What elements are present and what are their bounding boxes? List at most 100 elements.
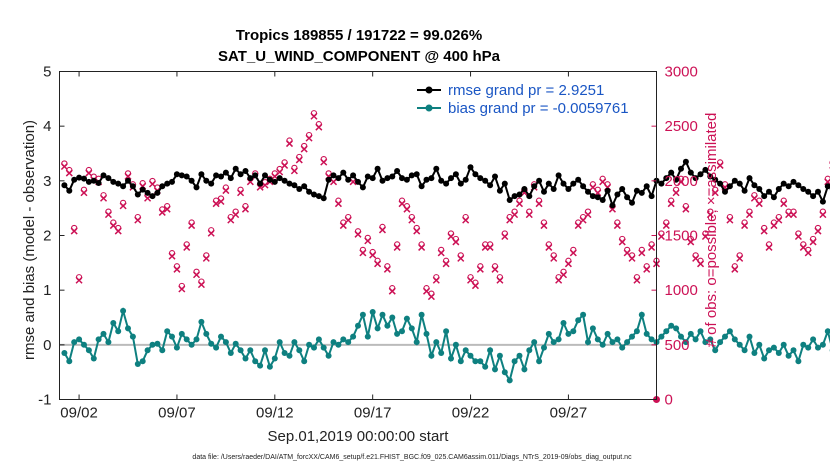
rmse-point	[516, 191, 523, 198]
rmse-point	[526, 193, 533, 200]
obs-count-point	[618, 235, 626, 246]
x-tick-label: 09/27	[550, 405, 588, 422]
bias-point	[134, 361, 141, 367]
y-tick-label: 5	[43, 64, 51, 81]
chart-subtitle: SAT_U_WIND_COMPONENT @ 400 hPa	[218, 48, 501, 65]
bias-point	[359, 311, 366, 318]
obs-count-point	[227, 213, 235, 224]
x-tick-label: 09/07	[158, 405, 196, 422]
bias-point	[95, 336, 102, 343]
bias-point	[790, 347, 797, 354]
rmse-point	[301, 183, 308, 190]
rmse-point	[115, 180, 122, 187]
bias-point	[418, 311, 425, 318]
obs-count-point	[369, 248, 377, 259]
obs-count-point	[188, 219, 196, 230]
obs-count-point	[672, 186, 680, 197]
rmse-point	[125, 177, 131, 184]
obs-count-point	[163, 203, 171, 213]
bias-point	[193, 336, 200, 343]
rmse-point	[379, 177, 386, 184]
bias-point	[129, 333, 136, 340]
bias-point	[413, 339, 420, 346]
rmse-point	[457, 180, 464, 187]
bias-point	[570, 328, 577, 335]
rmse-point	[271, 178, 278, 185]
obs-count-point	[726, 213, 734, 224]
bias-point	[281, 350, 288, 356]
bias-point	[61, 350, 68, 356]
obs-count-point	[755, 197, 763, 208]
obs-count-point	[765, 241, 773, 251]
bias-point	[736, 341, 743, 348]
bias-point	[315, 336, 322, 343]
obs-count-point	[192, 268, 201, 279]
obs-count-point	[344, 213, 352, 224]
obs-count-point	[775, 213, 783, 224]
bias-point	[624, 339, 631, 346]
obs-count-point	[290, 164, 298, 175]
obs-count-point	[662, 219, 670, 230]
rmse-point	[257, 180, 264, 187]
rmse-point	[609, 202, 616, 209]
rmse-point	[766, 188, 772, 195]
bias-point	[585, 339, 591, 346]
obs-count-point	[413, 224, 421, 235]
rmse-point	[399, 175, 405, 182]
rmse-point	[315, 193, 322, 200]
rmse-point	[428, 175, 435, 182]
bias-point	[746, 333, 753, 340]
rmse-point	[565, 186, 572, 192]
bias-point	[629, 333, 635, 340]
bias-point	[335, 341, 342, 348]
bias-point	[702, 339, 709, 346]
rmse-point	[369, 175, 376, 182]
rmse-point	[335, 175, 342, 182]
rmse-point	[511, 193, 518, 200]
bias-point	[183, 336, 190, 343]
bias-point	[139, 358, 146, 365]
bias-point	[85, 347, 92, 354]
bias-point	[521, 366, 528, 373]
rmse-point	[726, 183, 733, 190]
bias-point	[374, 325, 381, 332]
rmse-point	[208, 180, 215, 187]
bias-point	[399, 328, 405, 335]
rmse-point	[164, 180, 171, 187]
bias-point	[580, 311, 587, 318]
rmse-point	[276, 175, 283, 182]
rmse-point	[619, 186, 626, 192]
obs-count-point	[217, 195, 225, 206]
obs-count-point	[452, 235, 460, 246]
axes: 09/02 09/07 09/12 09/17 09/22 09/27 -1 0 1 2 3 4 5 0 5…	[38, 64, 698, 422]
bias-point	[198, 318, 205, 325]
obs-count-point	[804, 246, 812, 257]
rmse-point	[570, 180, 577, 187]
obs-count-point	[173, 263, 181, 273]
bias-point	[301, 358, 308, 365]
bias-point	[423, 330, 430, 337]
rmse-point	[477, 175, 484, 182]
bias-point	[115, 328, 122, 335]
rmse-point	[467, 164, 474, 171]
obs-count-point	[104, 208, 112, 219]
rmse-point	[198, 171, 205, 178]
rmse-point	[462, 176, 469, 183]
obs-count-point	[559, 268, 568, 279]
bias-point	[648, 336, 655, 343]
bias-point	[531, 339, 538, 346]
rmse-point	[555, 172, 562, 179]
y-right-tick-label: 0	[665, 392, 673, 409]
bias-point	[433, 339, 440, 346]
bias-point	[467, 352, 474, 359]
y-right-tick-label: 1000	[665, 282, 698, 299]
rmse-point	[633, 187, 640, 194]
rmse-point	[320, 195, 327, 202]
bias-point	[100, 330, 107, 337]
bias-point	[751, 350, 758, 356]
bias-point	[203, 330, 210, 337]
bias-point	[389, 314, 396, 321]
rmse-point	[438, 177, 445, 184]
rmse-point	[702, 166, 709, 173]
obs-count-point	[408, 213, 416, 224]
